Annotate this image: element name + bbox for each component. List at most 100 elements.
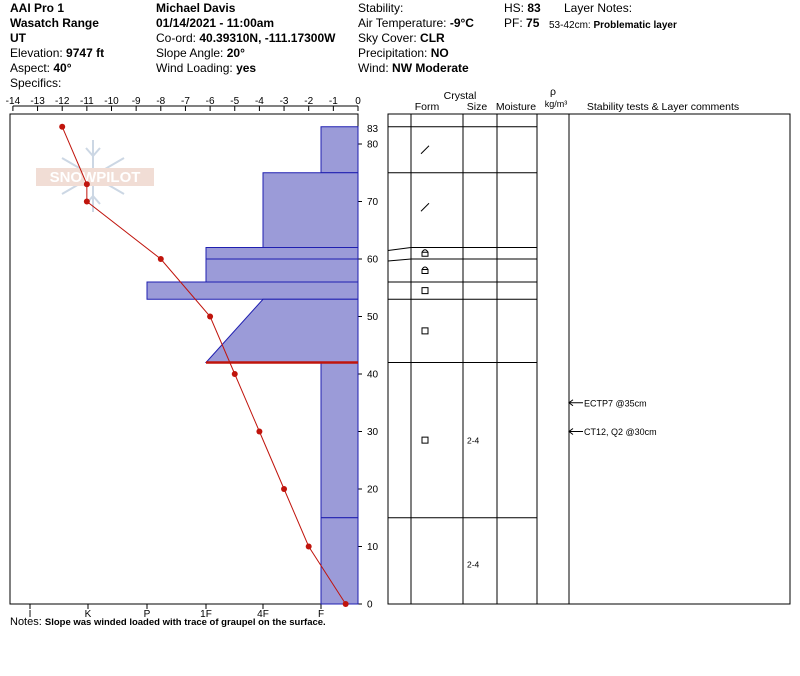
notes: Notes: Slope was winded loaded with trac… xyxy=(10,616,326,628)
density-unit: kg/m³ xyxy=(545,99,568,109)
grain-size: 2-4 xyxy=(467,436,480,446)
layer-table-frame xyxy=(387,113,791,605)
crystal-header: Crystal xyxy=(444,90,477,102)
hardness-layer xyxy=(262,172,359,248)
pf: PF: 75 xyxy=(504,16,540,30)
temperature-tick-label: -10 xyxy=(104,96,119,107)
hardness-layer xyxy=(205,258,359,283)
snowpilot-watermark: SNOWPILOT xyxy=(36,140,154,212)
precipitation: Precipitation: NO xyxy=(358,46,449,60)
faceted-icon xyxy=(421,436,429,444)
stability-test-label: ECTP7 @35cm xyxy=(584,398,647,408)
temperature-tick-label: -3 xyxy=(280,96,289,107)
hardness-tick-label: 4F xyxy=(257,609,269,620)
mixed-form-icon xyxy=(421,269,429,274)
stability: Stability: xyxy=(358,1,404,15)
temperature-point xyxy=(231,371,238,377)
site-name: AAI Pro 1 xyxy=(10,1,65,15)
decomposing-icon xyxy=(420,202,430,212)
wind: Wind: NW Moderate xyxy=(358,61,469,75)
temperature-tick-label: -6 xyxy=(206,96,215,107)
stability-header: Stability tests & Layer comments xyxy=(587,101,739,113)
air-temperature: Air Temperature: -9°C xyxy=(358,16,474,30)
size-header: Size xyxy=(467,101,488,113)
hardness-layer xyxy=(320,126,359,174)
temperature-tick-label: -5 xyxy=(230,96,239,107)
temperature-tick-label: -14 xyxy=(6,96,21,107)
hardness-tick-label: F xyxy=(318,609,324,620)
temperature-profile xyxy=(59,123,349,607)
height-tick-label: 80 xyxy=(367,140,379,151)
height-tick-label: 40 xyxy=(367,370,379,381)
temperature-tick-label: -13 xyxy=(30,96,45,107)
height-tick-label: 70 xyxy=(367,197,379,208)
temperature-tick-label: -9 xyxy=(132,96,141,107)
range-name: Wasatch Range xyxy=(10,16,99,30)
temperature-tick-label: 0 xyxy=(355,96,361,107)
observer-name: Michael Davis xyxy=(156,1,236,15)
height-tick-label: 30 xyxy=(367,427,379,438)
temperature-axis: -14 -13 -12 -11 -10 -9 -8 -7 -6 -5 -4 -3 -2 -1 0 xyxy=(6,96,361,111)
temperature-tick-label: -7 xyxy=(181,96,190,107)
temperature-tick-label: -4 xyxy=(255,96,264,107)
height-top-label: 83 xyxy=(367,124,379,135)
aspect: Aspect: 40° xyxy=(10,61,72,75)
wind-loading: Wind Loading: yes xyxy=(156,61,257,75)
temperature-line xyxy=(61,126,347,605)
layer-connector xyxy=(387,258,412,262)
temperature-point xyxy=(83,198,90,205)
arrow-left-icon xyxy=(568,399,574,407)
specifics: Specifics: xyxy=(10,76,62,90)
temperature-tick-label: -11 xyxy=(80,96,94,107)
slope-angle: Slope Angle: 20° xyxy=(156,46,245,60)
hardness-layer xyxy=(205,247,359,260)
mixed-form-icon xyxy=(421,251,429,257)
layer-note: 53-42cm: Problematic layer xyxy=(549,20,677,31)
rho-header: ρ xyxy=(550,86,556,98)
hs: HS: 83 xyxy=(504,1,541,15)
faceted-icon xyxy=(421,327,429,335)
hardness-tick-label: 1F xyxy=(200,609,212,620)
mixed-form-arc xyxy=(421,249,429,253)
height-tick-label: 50 xyxy=(367,312,379,323)
height-tick-label: 10 xyxy=(367,542,379,553)
sky-cover: Sky Cover: CLR xyxy=(358,31,445,45)
hardness-tick-label: K xyxy=(85,609,92,620)
decomposing-icon xyxy=(420,145,430,155)
hardness-layer xyxy=(320,517,359,605)
snowflake-icon xyxy=(61,140,125,212)
hardness-profile xyxy=(146,126,359,605)
temperature-tick-label: -12 xyxy=(55,96,70,107)
observation-datetime: 01/14/2021 - 11:00am xyxy=(156,16,275,30)
temperature-point xyxy=(342,601,349,607)
height-tick-label: 0 xyxy=(367,600,373,611)
temperature-point xyxy=(305,543,312,550)
temperature-tick-label: -2 xyxy=(304,96,313,107)
hardness-layer xyxy=(146,281,359,300)
hardness-layer xyxy=(204,298,359,363)
height-axis: 0 10 20 30 40 50 60 70 80 83 xyxy=(358,124,379,611)
height-tick-label: 60 xyxy=(367,255,379,266)
temperature-point xyxy=(207,313,214,320)
temperature-tick-label: -8 xyxy=(156,96,165,107)
hardness-tick-label: P xyxy=(144,609,151,620)
layer-notes-label: Layer Notes: xyxy=(564,1,633,15)
mixed-form-arc xyxy=(421,266,429,270)
temperature-tick-label: -1 xyxy=(329,96,338,107)
form-header: Form xyxy=(415,101,440,113)
temperature-point xyxy=(256,428,263,435)
temperature-point xyxy=(83,181,90,188)
state-name: UT xyxy=(10,31,26,45)
layer-table: 2-4 2-4 ECTP7 @35cm CT12, Q2 @30cm xyxy=(387,114,657,605)
coordinates: Co-ord: 40.39310N, -111.17300W xyxy=(156,31,336,45)
watermark-text: SNOWPILOT xyxy=(50,169,141,186)
stability-test-label: CT12, Q2 @30cm xyxy=(584,427,657,437)
temperature-point xyxy=(281,486,288,492)
temperature-point xyxy=(59,123,66,130)
temperature-point xyxy=(157,256,164,262)
layer-connector xyxy=(387,247,412,251)
elevation: Elevation: 9747 ft xyxy=(10,46,105,60)
height-tick-label: 20 xyxy=(367,485,379,496)
hardness-layer xyxy=(320,362,359,519)
